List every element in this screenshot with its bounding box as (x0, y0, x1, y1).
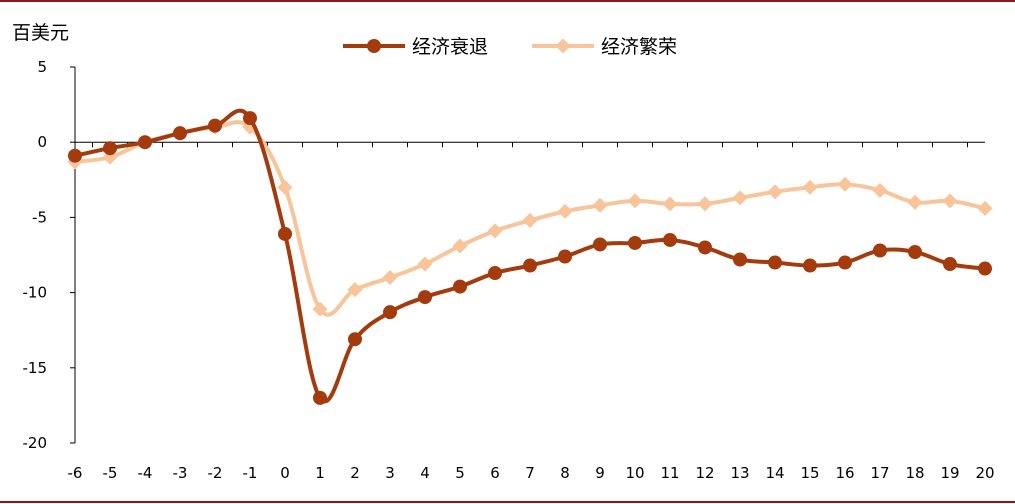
diamond-marker (487, 223, 503, 239)
circle-marker (558, 249, 572, 264)
x-tick-label: 14 (765, 464, 784, 482)
diamond-marker (942, 193, 958, 209)
x-tick-label: 15 (800, 464, 819, 482)
circle-marker (768, 255, 782, 270)
x-tick-label: 0 (280, 464, 290, 482)
diamond-marker (347, 282, 363, 298)
legend-marker (555, 38, 571, 54)
x-tick-label: 17 (870, 464, 889, 482)
x-tick-label: 7 (525, 464, 535, 482)
x-tick-label: 8 (560, 464, 570, 482)
x-tick-label: -2 (208, 464, 223, 482)
circle-marker (348, 332, 362, 347)
circle-marker (383, 305, 397, 320)
x-tick-label: 16 (835, 464, 854, 482)
circle-marker (243, 111, 257, 126)
circle-marker (453, 279, 467, 294)
circle-marker (313, 390, 327, 405)
x-tick-label: -1 (243, 464, 258, 482)
axes: 50-5-10-15-20-6 -5 -4 -3 -2 -1 0 1 2 3 4 5 6 7 8 9 10 11 1… (23, 58, 995, 482)
x-tick-label: -5 (103, 464, 118, 482)
x-tick-label: 12 (695, 464, 714, 482)
circle-marker (523, 258, 537, 273)
legend-item: 经济衰退 (343, 36, 488, 58)
y-tick-label: 5 (37, 58, 47, 76)
diamond-marker (592, 197, 608, 213)
x-tick-label: 11 (660, 464, 679, 482)
series-line (74, 120, 986, 317)
diamond-marker (312, 301, 328, 317)
legend-label: 经济繁荣 (601, 36, 677, 58)
circle-marker (488, 266, 502, 281)
diamond-marker (907, 194, 923, 210)
y-unit-label: 百美元 (12, 22, 70, 44)
legend-label: 经济衰退 (412, 36, 488, 58)
x-tick-label: 6 (490, 464, 500, 482)
legend: 经济衰退 经济繁荣 (343, 36, 677, 58)
diamond-marker (697, 196, 713, 212)
diamond-marker (872, 182, 888, 198)
diamond-marker (662, 196, 678, 212)
circle-marker (173, 126, 187, 141)
diamond-marker (732, 190, 748, 206)
top-rule (0, 0, 1015, 2)
series-layer (67, 108, 993, 405)
circle-marker (908, 244, 922, 259)
diamond-marker (522, 212, 538, 228)
diamond-marker (837, 176, 853, 192)
diamond-marker (382, 270, 398, 286)
y-tick-label: 0 (37, 133, 47, 151)
x-tick-label: 19 (940, 464, 959, 482)
diamond-marker (277, 179, 293, 195)
y-tick-label: -15 (23, 359, 48, 377)
x-tick-label: 20 (975, 464, 994, 482)
x-tick-label: 2 (350, 464, 360, 482)
x-tick-label: -3 (173, 464, 188, 482)
diamond-marker (417, 256, 433, 272)
x-tick-label: 13 (730, 464, 749, 482)
circle-marker (628, 235, 642, 250)
y-tick-label: -10 (23, 284, 48, 302)
x-tick-label: 10 (625, 464, 644, 482)
diamond-marker (452, 238, 468, 254)
circle-marker (698, 240, 712, 255)
series-line (74, 108, 986, 404)
x-tick-label: -6 (68, 464, 83, 482)
diamond-marker (977, 200, 993, 216)
circle-marker (593, 237, 607, 252)
series-boom (67, 119, 993, 317)
x-tick-label: -4 (138, 464, 153, 482)
x-tick-label: 4 (420, 464, 430, 482)
y-tick-label: -20 (23, 434, 48, 452)
x-tick-label: 3 (385, 464, 395, 482)
circle-marker (838, 255, 852, 270)
legend-marker (367, 39, 381, 53)
series-recession (68, 108, 992, 405)
circle-marker (103, 141, 117, 156)
x-tick-label: 9 (595, 464, 605, 482)
x-tick-label: 18 (905, 464, 924, 482)
diamond-marker (767, 184, 783, 200)
x-tick-label: 5 (455, 464, 465, 482)
x-tick-label: 1 (315, 464, 325, 482)
circle-marker (663, 232, 677, 247)
legend-item: 经济繁荣 (532, 36, 677, 58)
circle-marker (978, 261, 992, 276)
diamond-marker (627, 193, 643, 209)
circle-marker (733, 252, 747, 267)
diamond-marker (802, 179, 818, 195)
circle-marker (418, 290, 432, 305)
circle-marker (803, 258, 817, 273)
circle-marker (873, 243, 887, 258)
diamond-marker (557, 203, 573, 219)
y-tick-label: -5 (32, 208, 47, 226)
circle-marker (278, 226, 292, 241)
circle-marker (138, 135, 152, 150)
circle-marker (68, 148, 82, 163)
circle-marker (208, 118, 222, 133)
bottom-rule (0, 501, 1015, 503)
circle-marker (943, 257, 957, 272)
